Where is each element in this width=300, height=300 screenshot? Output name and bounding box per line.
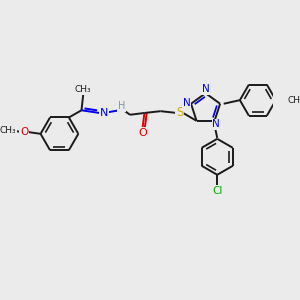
Text: S: S — [176, 106, 183, 119]
Text: O: O — [20, 127, 28, 137]
Text: N: N — [100, 108, 108, 118]
Text: N: N — [183, 98, 190, 108]
Text: H: H — [118, 101, 126, 111]
Text: CH₃: CH₃ — [287, 96, 300, 105]
Text: CH₃: CH₃ — [75, 85, 92, 94]
Text: Cl: Cl — [212, 186, 222, 196]
Text: N: N — [212, 119, 220, 129]
Text: O: O — [138, 128, 147, 138]
Text: CH₃: CH₃ — [0, 126, 16, 135]
Text: N: N — [202, 84, 209, 94]
